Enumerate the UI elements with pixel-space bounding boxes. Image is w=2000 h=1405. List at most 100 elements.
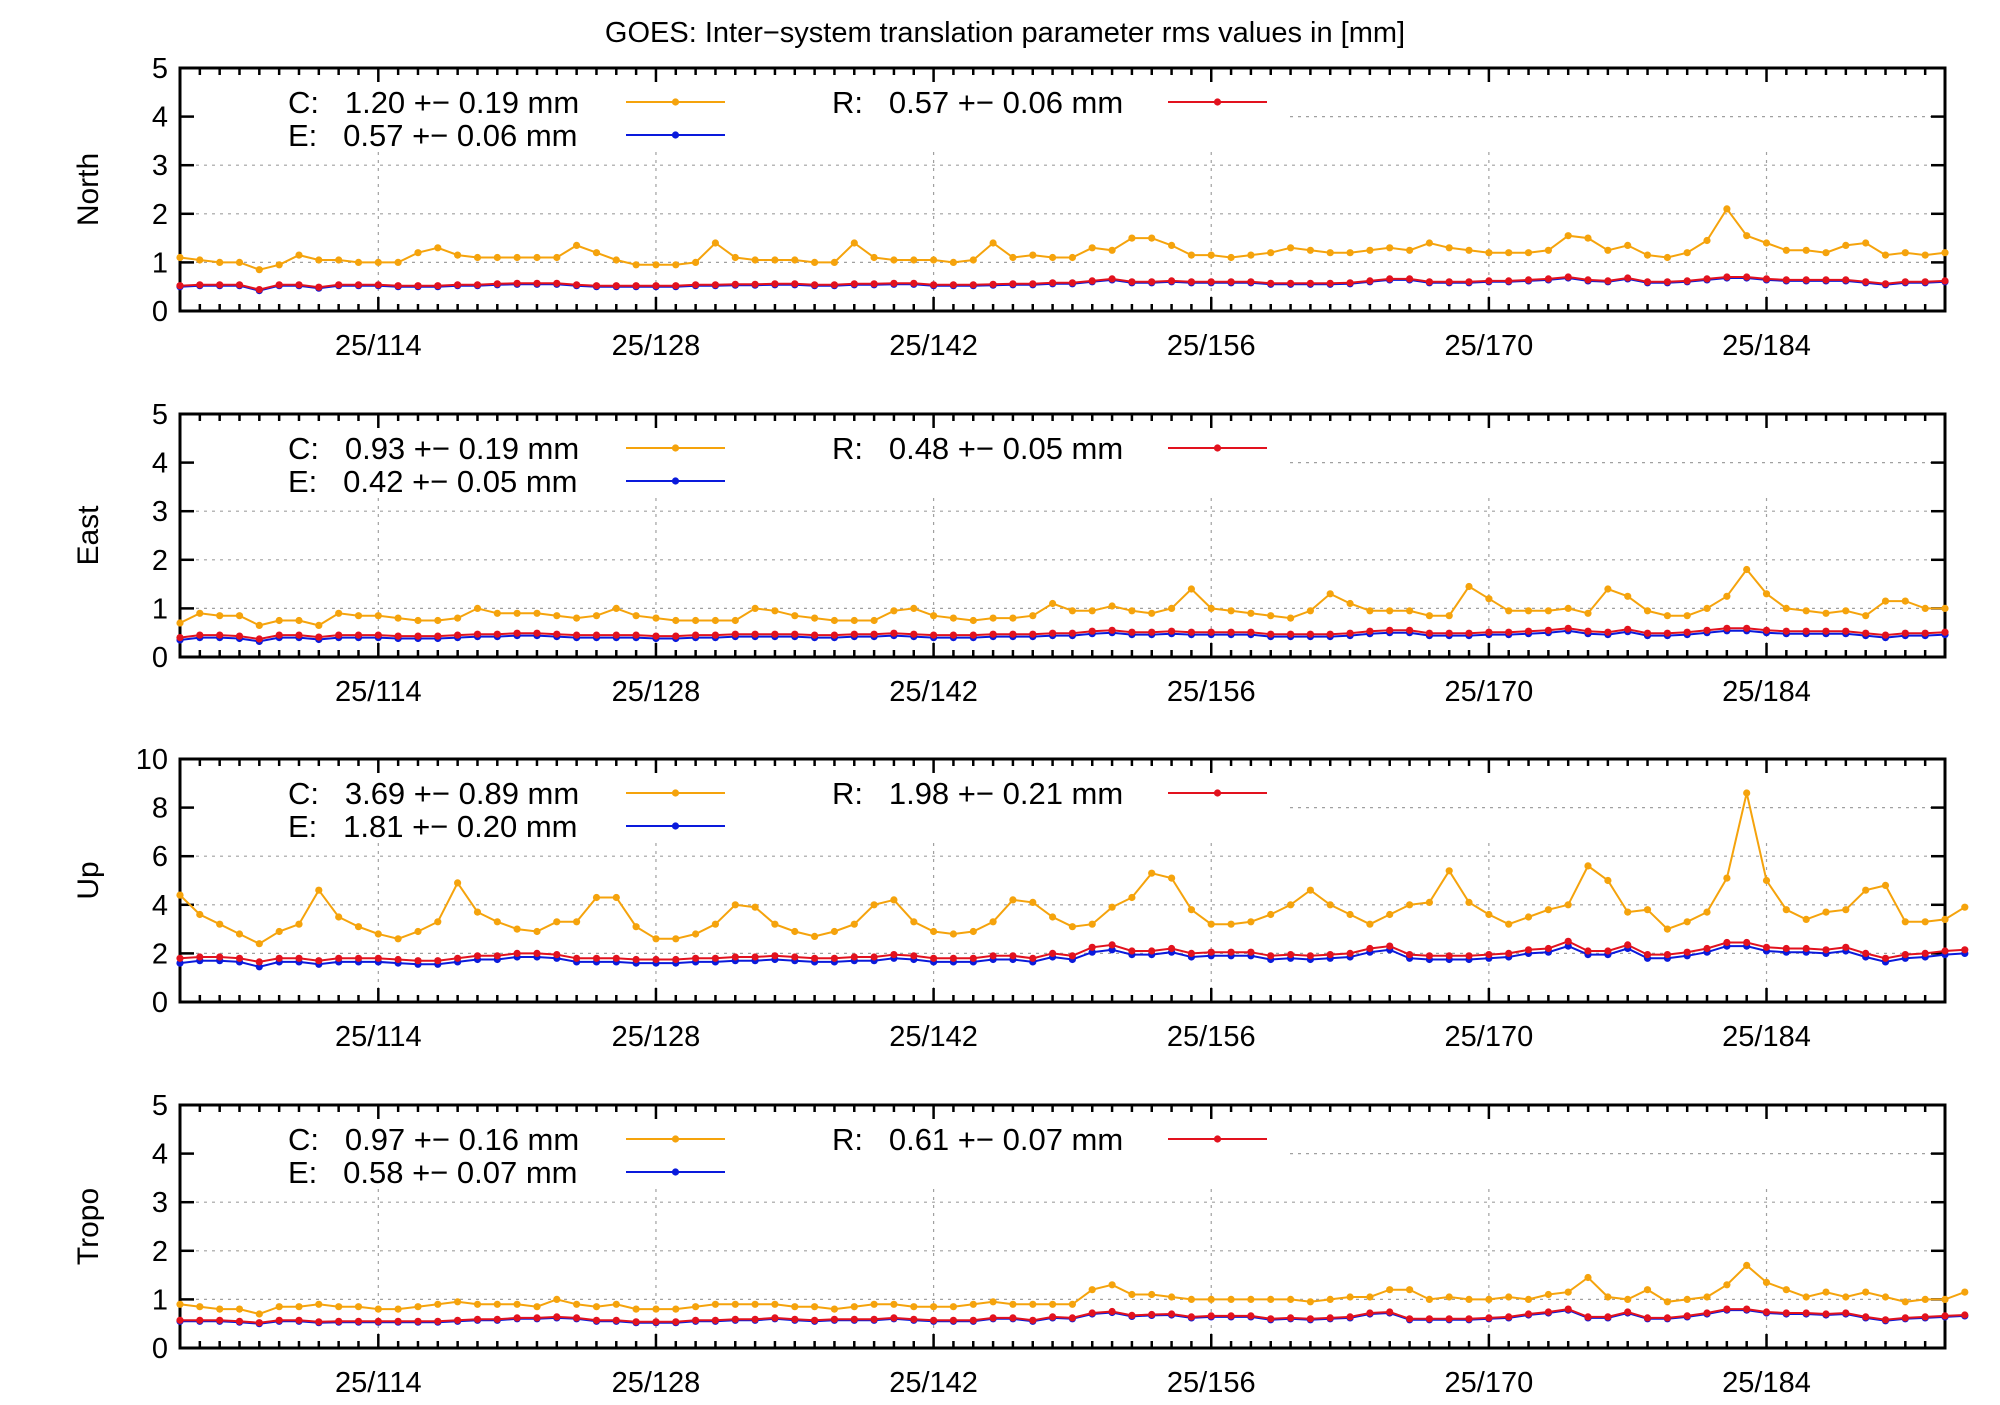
data-point [454, 281, 462, 289]
data-point [1564, 901, 1572, 909]
data-point [652, 1318, 660, 1326]
data-point [1921, 251, 1929, 259]
data-point [1624, 592, 1632, 600]
x-tick-label: 25/170 [1445, 330, 1534, 362]
series-r [176, 937, 1969, 966]
data-point [751, 256, 759, 264]
data-point [1802, 276, 1810, 284]
data-point [1168, 1310, 1176, 1318]
data-point [949, 258, 958, 266]
data-point [354, 1303, 363, 1311]
data-point [930, 631, 938, 639]
data-point [1207, 920, 1215, 928]
data-point [692, 1303, 700, 1311]
data-point [949, 631, 958, 639]
data-point [295, 1316, 303, 1324]
x-tick-label: 25/128 [612, 330, 701, 362]
data-point [235, 632, 244, 640]
data-point [1921, 629, 1929, 637]
data-point [255, 621, 263, 630]
data-point [592, 612, 601, 620]
data-point [315, 1318, 323, 1326]
legend-label: R: 1.98 +− 0.21 mm [832, 776, 1123, 811]
data-point [1624, 274, 1632, 282]
data-point [454, 954, 462, 962]
data-point [1088, 627, 1096, 635]
legend-label: E: 0.58 +− 0.07 mm [288, 1155, 578, 1190]
data-point [493, 609, 501, 617]
data-point [890, 951, 898, 959]
legend-label: E: 1.81 +− 0.20 mm [288, 809, 578, 844]
data-point [850, 953, 858, 961]
x-tick-label: 25/142 [889, 1367, 978, 1399]
data-point [1881, 954, 1890, 962]
data-point [1386, 626, 1394, 634]
data-point [1604, 1293, 1612, 1301]
data-point [1425, 1295, 1433, 1303]
data-point [1961, 1311, 1969, 1319]
data-point [1564, 624, 1572, 632]
data-point [1227, 628, 1235, 636]
legend-marker [1213, 98, 1222, 106]
data-point [1108, 246, 1116, 254]
data-point [1643, 251, 1652, 259]
data-point [1187, 628, 1195, 636]
data-point [1564, 1288, 1572, 1296]
data-point [1227, 607, 1235, 615]
data-point [1564, 604, 1572, 613]
data-point [335, 281, 343, 289]
plot-frame [178, 757, 1947, 1004]
legend-label: C: 3.69 +− 0.89 mm [288, 776, 579, 811]
data-point [176, 619, 184, 627]
data-point [1524, 1310, 1533, 1318]
data-point [1465, 246, 1473, 254]
data-point [1921, 278, 1929, 286]
legend-entry-e: E: 0.57 +− 0.06 mm [288, 118, 725, 153]
data-point [1425, 239, 1433, 247]
data-point [1326, 590, 1334, 598]
data-point [751, 953, 759, 961]
data-point [692, 631, 700, 639]
data-point [354, 1317, 363, 1325]
data-point [434, 616, 442, 625]
data-point [1247, 628, 1255, 636]
data-point [771, 1314, 779, 1322]
data-point [612, 1300, 620, 1308]
data-point [374, 258, 382, 266]
data-point [434, 632, 442, 640]
data-point [1148, 1310, 1156, 1319]
data-point [573, 918, 581, 926]
data-point [454, 614, 462, 622]
chart-title: GOES: Inter−system translation parameter… [605, 17, 1405, 49]
data-point [553, 951, 561, 959]
y-axis-label: East [72, 505, 105, 566]
data-point [1366, 627, 1374, 635]
data-point [1485, 951, 1493, 959]
data-point [315, 886, 323, 894]
data-point [1326, 249, 1334, 257]
data-point [1346, 949, 1354, 958]
data-point [811, 614, 819, 622]
data-point [1326, 279, 1334, 287]
data-point [235, 1317, 244, 1325]
data-point [553, 253, 561, 262]
x-tick-label: 25/184 [1722, 676, 1811, 708]
data-point [1544, 1290, 1552, 1299]
data-point [1386, 942, 1394, 950]
data-point [1862, 886, 1870, 894]
data-point [533, 253, 541, 262]
data-point [1822, 1288, 1830, 1296]
data-point [1425, 278, 1433, 286]
data-point [1366, 1293, 1374, 1301]
data-point [592, 893, 601, 902]
data-point [672, 261, 680, 269]
data-point [1921, 949, 1929, 958]
data-point [1584, 609, 1592, 617]
data-point [295, 954, 303, 962]
data-point [830, 281, 839, 289]
data-point [1088, 277, 1096, 285]
data-point [1187, 1295, 1195, 1303]
legend-entry-e: E: 1.81 +− 0.20 mm [288, 809, 725, 844]
y-tick-label: 5 [152, 53, 168, 85]
data-point [771, 952, 779, 960]
